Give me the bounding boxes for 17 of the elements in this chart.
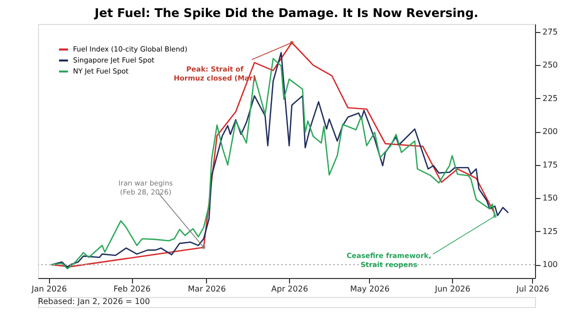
x-tick-label: Feb 2026 — [113, 284, 151, 294]
y-tick-label: 150 — [542, 194, 558, 203]
y-tick-label: 175 — [542, 160, 558, 170]
x-tick-label: Mar 2026 — [188, 284, 226, 294]
x-tick-label: Jan 2026 — [30, 284, 67, 294]
y-tick-label: 225 — [542, 94, 558, 103]
y-tick-label: 125 — [542, 226, 558, 236]
y-tick-label: 275 — [542, 27, 558, 36]
chart-title: Jet Fuel: The Spike Did the Damage. It Is Now Reversing. — [94, 6, 478, 20]
x-tick-label: Apr 2026 — [271, 284, 308, 294]
y-tick-label: 100 — [542, 260, 558, 270]
x-tick-label: Jun 2026 — [434, 284, 470, 294]
x-tick-label: Jul 2026 — [516, 284, 550, 294]
x-tick-label: May 2026 — [350, 284, 390, 294]
text: Rebased: Jan 2, 2026 = 100 — [38, 297, 150, 306]
y-tick-label: 250 — [542, 60, 558, 70]
y-tick-label: 200 — [542, 127, 558, 136]
